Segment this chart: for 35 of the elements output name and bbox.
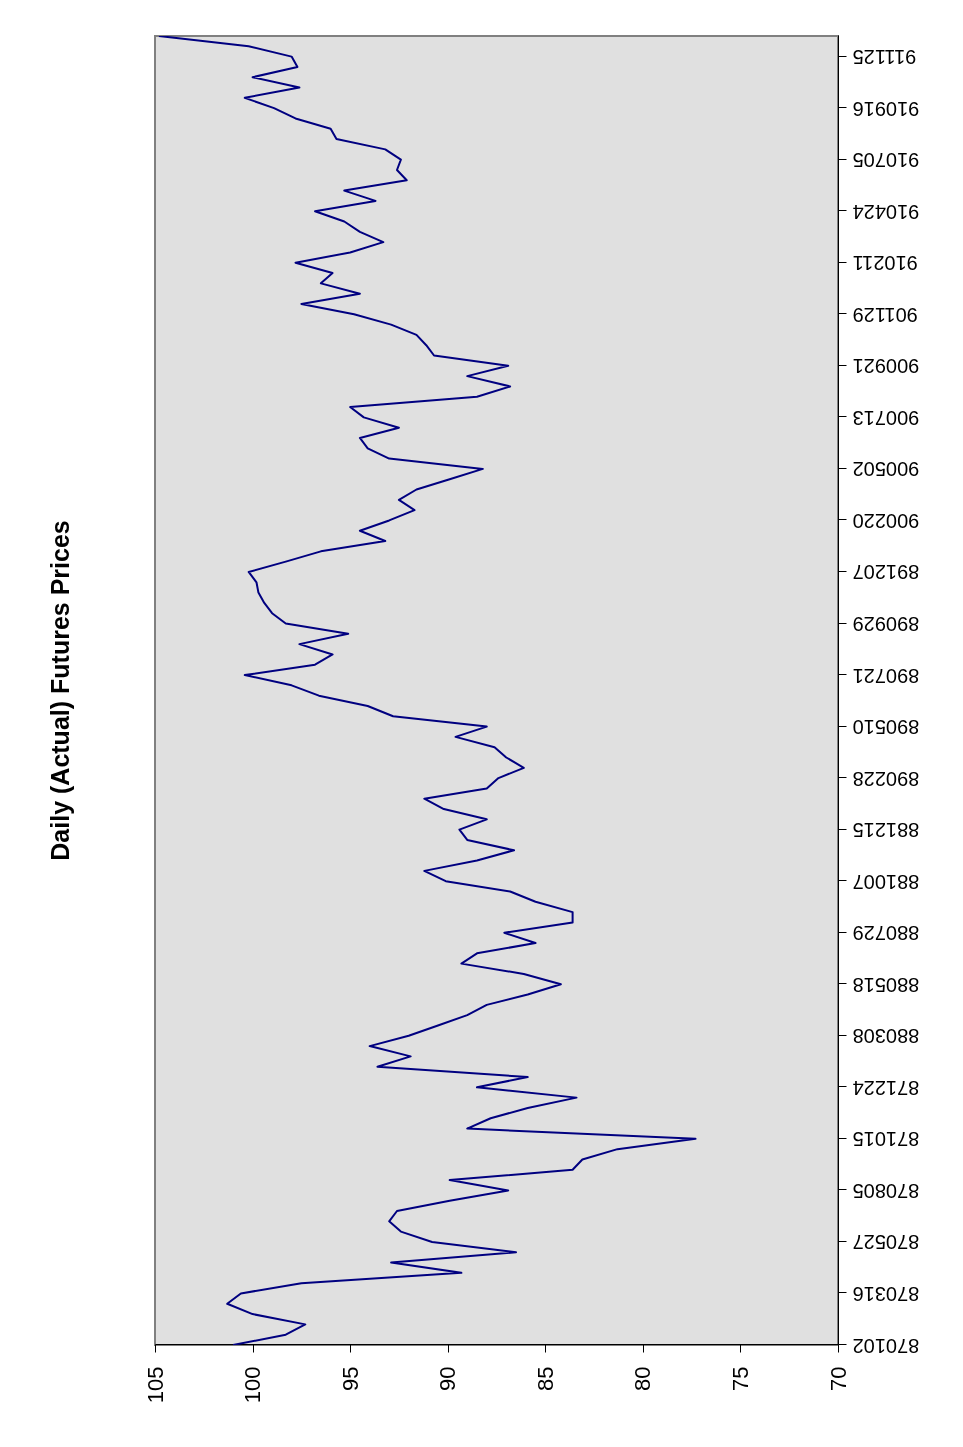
y-tick-label: 890510: [852, 716, 920, 739]
y-tick-label: 871224: [852, 1076, 920, 1099]
x-tick-label: 105: [142, 1366, 168, 1404]
y-tick-label: 910916: [852, 97, 920, 120]
y-tick-label: 890929: [852, 613, 920, 635]
y-tick-label: 910424: [852, 200, 920, 223]
y-tick-label: 890721: [852, 664, 920, 687]
y-tick-label: 910211: [852, 252, 918, 275]
y-tick-label: 871015: [852, 1128, 920, 1151]
y-tick-label: 880518: [852, 973, 920, 996]
x-tick-label: 95: [337, 1366, 363, 1391]
x-tick-label: 80: [630, 1366, 656, 1391]
y-tick-label: 881215: [852, 819, 920, 842]
y-tick-label: 870805: [852, 1179, 920, 1202]
x-tick-label: 100: [240, 1366, 266, 1404]
text: Daily (Actual) Futures Prices: [46, 520, 74, 861]
y-tick-label: 881007: [852, 870, 920, 893]
y-tick-label: 900921: [852, 355, 920, 378]
y-tick-label: 910705: [852, 149, 920, 172]
y-tick-label: 901129: [852, 303, 918, 326]
y-tick-label: 891207: [852, 561, 920, 584]
y-tick-label: 880308: [852, 1025, 920, 1048]
x-tick-label: 90: [435, 1366, 461, 1391]
x-tick-label: 85: [532, 1366, 558, 1391]
y-tick-label: 880729: [852, 922, 920, 945]
y-tick-label: 870527: [852, 1231, 920, 1254]
y-tick-label: 870102: [852, 1334, 920, 1357]
x-tick-label: 75: [727, 1366, 753, 1391]
y-tick-label: 870316: [852, 1282, 920, 1305]
y-tick-label: 911125: [852, 46, 917, 69]
y-tick-label: 900220: [852, 509, 920, 532]
x-tick-label: 70: [825, 1366, 851, 1391]
y-tick-label: 900502: [852, 458, 920, 481]
y-tick-label: 890228: [852, 767, 920, 790]
y-tick-label: 900713: [852, 406, 920, 429]
